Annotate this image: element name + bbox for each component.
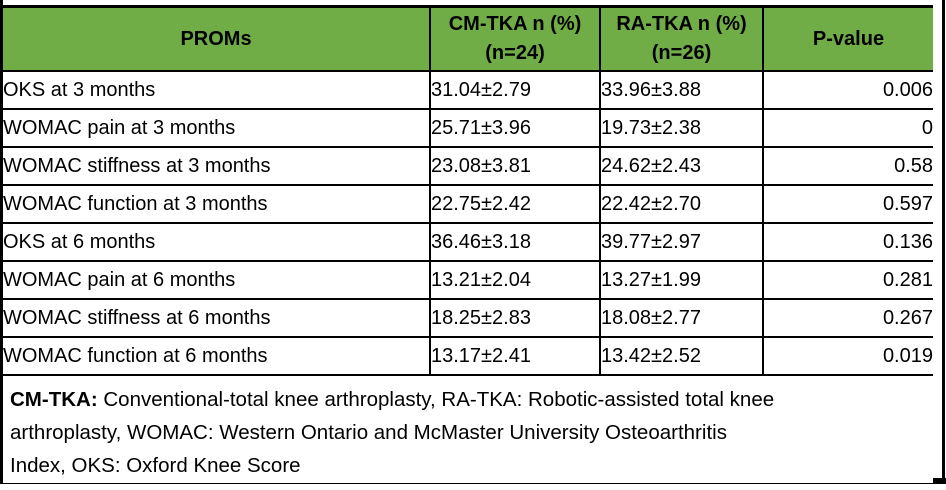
footnote-line-3: Index, OKS: Oxford Knee Score [10,454,301,478]
prom-name: WOMAC stiffness at 6 months [3,298,431,338]
header-cell-proms: PROMs [3,8,431,72]
header-cell-pvalue: P-value [762,8,933,72]
ra-tka-value: 24.62±2.43 [599,146,764,186]
proms-table: PROMs CM-TKA n (%) (n=24) RA-TKA n (%) (… [3,8,933,483]
table-row: WOMAC function at 3 months 22.75±2.42 22… [3,184,933,224]
p-value: 0.597 [762,184,933,224]
footnote-cell: CM-TKA: Conventional-total knee arthropl… [3,374,933,483]
cm-tka-value: 31.04±2.79 [429,70,601,110]
cm-tka-value: 23.08±3.81 [429,146,601,186]
proms-table-container: PROMs CM-TKA n (%) (n=24) RA-TKA n (%) (… [3,5,933,483]
header-cell-ra-tka: RA-TKA n (%) (n=26) [599,8,764,72]
outer-right-border [942,0,945,484]
ra-tka-value: 13.42±2.52 [599,336,764,376]
header-label: P-value [812,27,885,50]
ra-tka-value: 33.96±3.88 [599,70,764,110]
table-body: OKS at 3 months 31.04±2.79 33.96±3.88 0.… [3,70,933,483]
header-sublabel: (n=24) [485,42,545,64]
p-value: 0.267 [762,298,933,338]
cm-tka-value: 22.75±2.42 [429,184,601,224]
p-value: 0.58 [762,146,933,186]
p-value: 0.019 [762,336,933,376]
table-row: WOMAC stiffness at 6 months 18.25±2.83 1… [3,298,933,338]
p-value: 0.281 [762,260,933,300]
cm-tka-value: 36.46±3.18 [429,222,601,262]
prom-name: WOMAC function at 3 months [3,184,431,224]
header-label: CM-TKA n (%) [448,13,582,35]
cm-tka-value: 13.17±2.41 [429,336,601,376]
table-row: WOMAC pain at 3 months 25.71±3.96 19.73±… [3,108,933,148]
footnote-line-2: arthroplasty, WOMAC: Western Ontario and… [10,421,727,445]
ra-tka-value: 19.73±2.38 [599,108,764,148]
ra-tka-value: 13.27±1.99 [599,260,764,300]
ra-tka-value: 22.42±2.70 [599,184,764,224]
cm-tka-value: 25.71±3.96 [429,108,601,148]
table-row: WOMAC stiffness at 3 months 23.08±3.81 2… [3,146,933,186]
p-value: 0.136 [762,222,933,262]
header-label: RA-TKA n (%) [616,13,747,35]
table-row: WOMAC pain at 6 months 13.21±2.04 13.27±… [3,260,933,300]
header-row: PROMs CM-TKA n (%) (n=24) RA-TKA n (%) (… [3,8,933,72]
table-row: OKS at 3 months 31.04±2.79 33.96±3.88 0.… [3,70,933,110]
p-value: 0.006 [762,70,933,110]
footnote-line-1: CM-TKA: Conventional-total knee arthropl… [10,383,925,416]
prom-name: WOMAC pain at 3 months [3,108,431,148]
header-cell-cm-tka: CM-TKA n (%) (n=24) [429,8,601,72]
outer-left-border [0,0,3,484]
table-row: OKS at 6 months 36.46±3.18 39.77±2.97 0.… [3,222,933,262]
ra-tka-value: 18.08±2.77 [599,298,764,338]
prom-name: WOMAC pain at 6 months [3,260,431,300]
footnote-bold-label: CM-TKA: [10,388,98,411]
footnote-line-1-text: Conventional-total knee arthroplasty, RA… [97,388,775,411]
footnote-row: CM-TKA: Conventional-total knee arthropl… [3,374,933,483]
cm-tka-value: 18.25±2.83 [429,298,601,338]
ra-tka-value: 39.77±2.97 [599,222,764,262]
prom-name: OKS at 6 months [3,222,431,262]
table-row: WOMAC function at 6 months 13.17±2.41 13… [3,336,933,376]
p-value: 0 [762,108,933,148]
table-header: PROMs CM-TKA n (%) (n=24) RA-TKA n (%) (… [3,8,933,72]
header-label: PROMs [180,27,252,50]
cm-tka-value: 13.21±2.04 [429,260,601,300]
prom-name: WOMAC function at 6 months [3,336,431,376]
header-sublabel: (n=26) [651,42,712,64]
prom-name: WOMAC stiffness at 3 months [3,146,431,186]
prom-name: OKS at 3 months [3,70,431,110]
